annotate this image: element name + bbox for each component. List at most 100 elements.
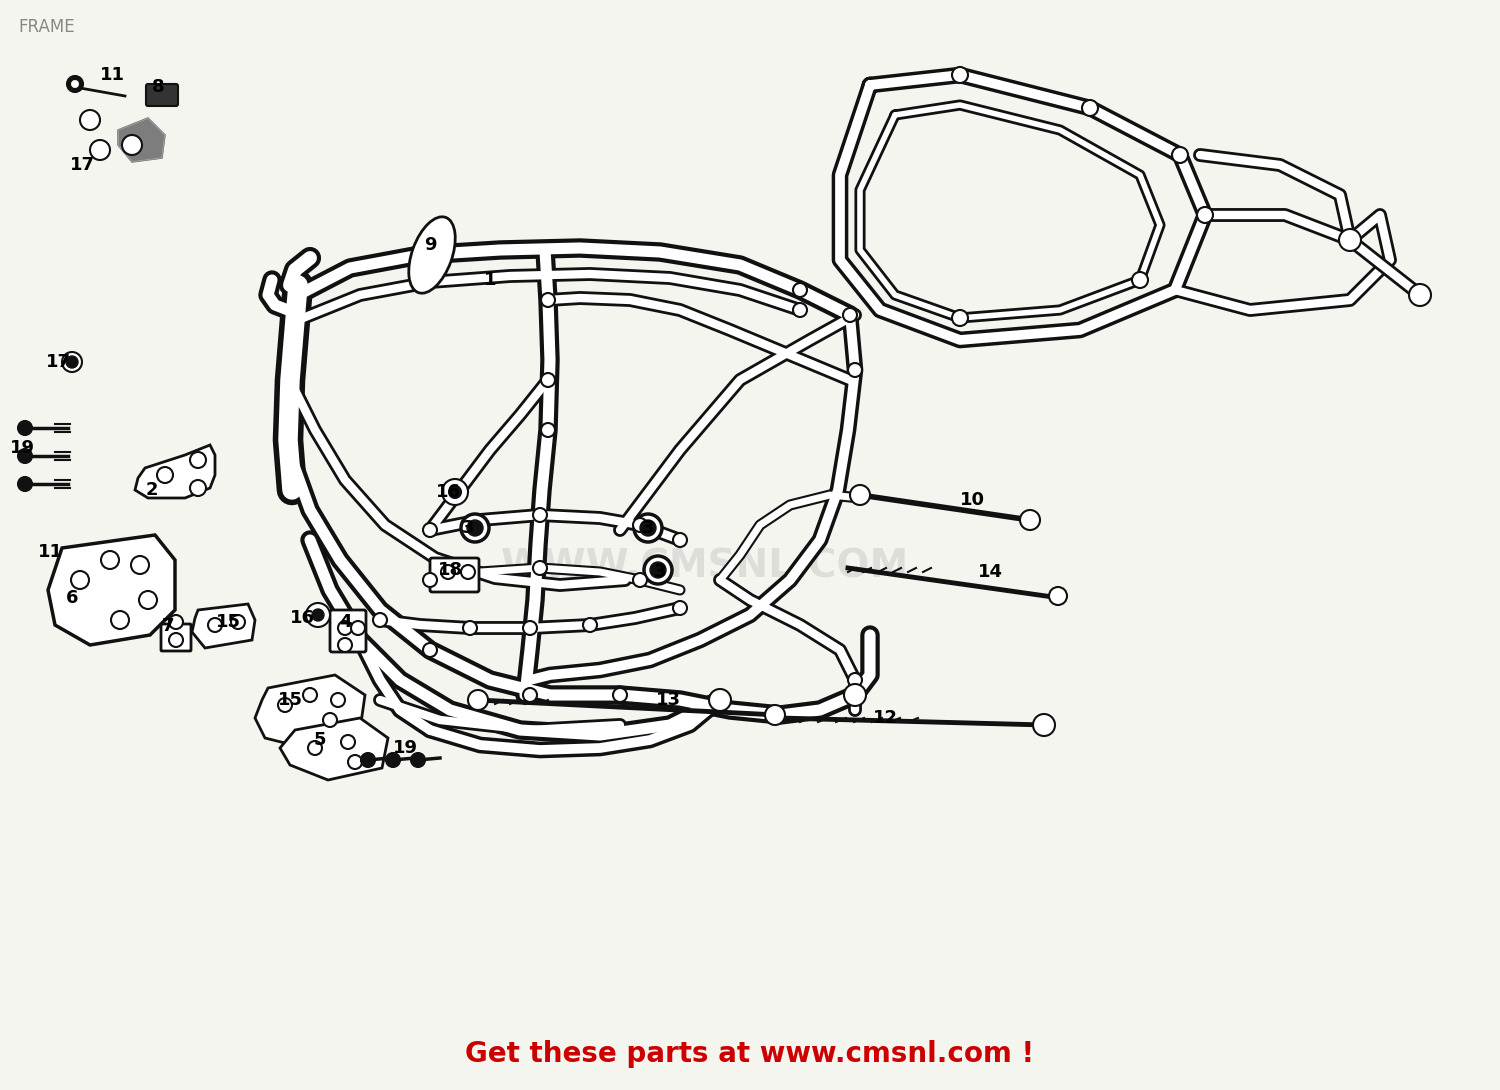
Ellipse shape — [410, 217, 454, 293]
Text: 6: 6 — [66, 589, 78, 607]
Circle shape — [209, 618, 222, 632]
Text: 13: 13 — [656, 691, 681, 709]
Circle shape — [303, 688, 316, 702]
Circle shape — [850, 485, 870, 505]
Circle shape — [847, 363, 862, 377]
Text: 1: 1 — [483, 271, 496, 289]
Circle shape — [374, 613, 387, 627]
Circle shape — [348, 755, 361, 770]
Circle shape — [140, 591, 158, 609]
Circle shape — [306, 603, 330, 627]
Circle shape — [1172, 147, 1188, 164]
FancyBboxPatch shape — [160, 623, 190, 651]
Circle shape — [765, 705, 784, 725]
Text: 14: 14 — [978, 564, 1002, 581]
Circle shape — [18, 449, 32, 463]
Circle shape — [62, 352, 82, 372]
Circle shape — [843, 308, 856, 322]
Circle shape — [308, 741, 322, 755]
Circle shape — [332, 693, 345, 707]
Circle shape — [411, 753, 424, 767]
Circle shape — [532, 561, 548, 576]
Text: 7: 7 — [162, 617, 174, 635]
Text: 11: 11 — [38, 543, 63, 561]
Circle shape — [1408, 284, 1431, 306]
Circle shape — [650, 562, 666, 578]
Text: 15: 15 — [278, 691, 303, 709]
Circle shape — [1048, 588, 1066, 605]
Circle shape — [130, 556, 148, 574]
Text: 2: 2 — [146, 481, 159, 499]
Circle shape — [464, 621, 477, 635]
Polygon shape — [48, 535, 176, 645]
Polygon shape — [192, 604, 255, 647]
Polygon shape — [135, 445, 214, 498]
Circle shape — [674, 533, 687, 547]
Circle shape — [100, 552, 118, 569]
Circle shape — [542, 423, 555, 437]
Text: 17: 17 — [69, 156, 94, 174]
Circle shape — [80, 110, 100, 130]
FancyBboxPatch shape — [430, 558, 478, 592]
Circle shape — [844, 685, 865, 706]
Text: 18: 18 — [438, 561, 462, 579]
Circle shape — [952, 66, 968, 83]
FancyBboxPatch shape — [330, 610, 366, 652]
Circle shape — [1342, 232, 1358, 249]
Circle shape — [794, 283, 807, 296]
Text: 12: 12 — [873, 708, 897, 727]
Text: FRAME: FRAME — [18, 19, 75, 36]
Circle shape — [322, 713, 338, 727]
Circle shape — [532, 508, 548, 522]
Circle shape — [674, 601, 687, 615]
Circle shape — [111, 611, 129, 629]
Circle shape — [794, 303, 807, 317]
Circle shape — [542, 293, 555, 307]
Circle shape — [542, 373, 555, 387]
Circle shape — [710, 689, 730, 711]
Circle shape — [72, 81, 78, 87]
Circle shape — [584, 618, 597, 632]
Polygon shape — [255, 675, 364, 748]
Text: Get these parts at www.cmsnl.com !: Get these parts at www.cmsnl.com ! — [465, 1040, 1035, 1068]
Circle shape — [90, 140, 110, 160]
Circle shape — [190, 480, 206, 496]
Circle shape — [170, 615, 183, 629]
Circle shape — [340, 735, 356, 749]
Circle shape — [468, 690, 488, 710]
Circle shape — [1340, 229, 1360, 251]
Text: 10: 10 — [960, 490, 984, 509]
Circle shape — [524, 688, 537, 702]
Circle shape — [614, 688, 627, 702]
Text: WWW.CMSNL.COM: WWW.CMSNL.COM — [501, 548, 909, 585]
Text: 9: 9 — [423, 237, 436, 254]
Circle shape — [423, 523, 436, 537]
Circle shape — [448, 486, 460, 498]
FancyBboxPatch shape — [146, 84, 178, 106]
Circle shape — [423, 643, 436, 657]
Text: 19: 19 — [393, 739, 417, 756]
Circle shape — [190, 452, 206, 468]
Text: 19: 19 — [9, 439, 34, 457]
Circle shape — [712, 693, 728, 707]
Circle shape — [442, 479, 468, 505]
Circle shape — [362, 753, 375, 767]
Circle shape — [644, 556, 672, 584]
Circle shape — [640, 520, 656, 536]
Text: 8: 8 — [152, 78, 165, 96]
Circle shape — [460, 565, 476, 579]
Circle shape — [633, 573, 646, 588]
Circle shape — [66, 356, 78, 368]
Text: 3: 3 — [462, 519, 474, 537]
Text: 17: 17 — [45, 353, 70, 371]
Circle shape — [18, 477, 32, 490]
Text: 4: 4 — [339, 613, 351, 631]
Text: 5: 5 — [314, 731, 327, 749]
Circle shape — [1197, 207, 1214, 223]
Circle shape — [338, 621, 352, 635]
Text: 3: 3 — [642, 519, 654, 537]
Circle shape — [634, 514, 662, 542]
Text: 3: 3 — [654, 564, 666, 581]
Circle shape — [1082, 100, 1098, 116]
Text: 16: 16 — [290, 609, 315, 627]
